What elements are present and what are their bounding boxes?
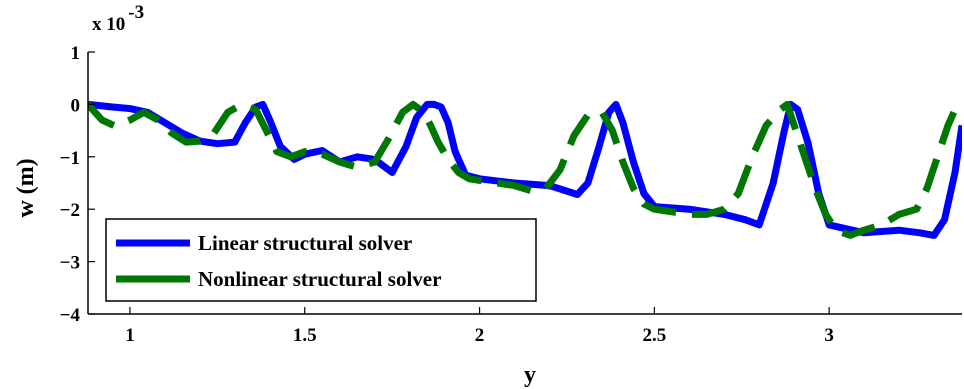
series-layer — [88, 100, 962, 239]
legend: Linear structural solver Nonlinear struc… — [105, 218, 537, 302]
axes-layer: 1 1.5 2 2.5 3 1 0 −1 −2 −3 −4 — [60, 43, 962, 346]
legend-label-nonlinear: Nonlinear structural solver — [198, 267, 441, 291]
legend-box — [105, 218, 537, 302]
x-axis-title: y — [524, 362, 536, 388]
x-tick-label: 2 — [475, 325, 485, 346]
y-tick-label: −3 — [60, 253, 80, 274]
y-multiplier-base: x 10 — [92, 14, 125, 35]
series-line-nonlinear — [88, 100, 962, 239]
y-tick-label: −2 — [60, 200, 80, 221]
y-tick-label: −1 — [60, 148, 80, 169]
y-axis-title: w (m) — [13, 158, 39, 217]
x-tick-label: 1.5 — [293, 325, 317, 346]
x-tick-label: 3 — [824, 325, 834, 346]
y-tick-label: 0 — [71, 95, 81, 116]
y-axis-multiplier: x 10 — [92, 14, 125, 35]
y-axis-multiplier-exponent: -3 — [128, 2, 144, 23]
y-tick-label: −4 — [60, 305, 81, 326]
y-tick-label: 1 — [71, 43, 81, 64]
legend-label-linear: Linear structural solver — [198, 231, 412, 255]
x-tick-label: 1 — [125, 325, 135, 346]
x-tick-label: 2.5 — [642, 325, 666, 346]
